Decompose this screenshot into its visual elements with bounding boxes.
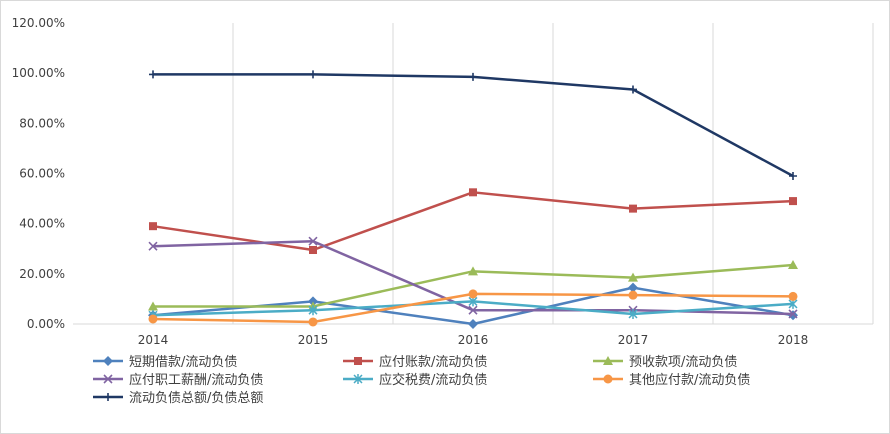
legend-marker [353,374,363,384]
legend-label: 应付账款/流动负债 [379,354,487,370]
data-point [628,272,638,282]
legend-marker [603,374,613,384]
legend-marker [603,356,613,365]
data-point [309,70,317,79]
data-point [148,314,158,324]
y-tick-label: 100.00% [12,66,65,80]
legend-label: 流动负债总额/负债总额 [129,391,263,406]
data-point [468,289,478,299]
data-point [148,241,158,251]
series-line [153,73,794,178]
data-point [468,266,478,276]
y-tick-label: 0.00% [27,317,65,331]
series-group [148,70,798,329]
legend-label: 预收款项/流动负债 [629,355,737,370]
legend-marker [104,393,112,401]
data-point [148,301,158,311]
x-tick-label: 2016 [458,333,489,347]
data-point [308,305,318,316]
data-point [469,188,477,197]
data-point [309,246,317,255]
legend-entry: 预收款项/流动负债 [593,355,737,370]
data-point [468,319,478,329]
legend-label: 应付职工薪酬/流动负债 [129,372,263,388]
legend-entry: 其他应付款/流动负债 [593,372,750,388]
data-point [468,305,478,315]
data-point [628,290,638,300]
legend-marker [103,356,113,366]
data-point [628,282,638,293]
x-tick-label: 2014 [138,333,169,347]
data-point [308,317,318,327]
legend-label: 短期借款/流动负债 [129,355,237,370]
data-point [629,204,637,213]
series-6 [148,289,798,327]
data-point [308,296,318,307]
legend-label: 其他应付款/流动负债 [629,372,750,388]
legend-entry: 短期借款/流动负债 [93,355,237,370]
data-point [788,310,798,321]
data-point [788,291,798,301]
x-tick-label: 2018 [778,333,809,347]
data-point [788,309,798,319]
data-point [789,172,797,181]
y-tick-label: 60.00% [19,167,65,181]
series-line [152,191,794,252]
legend-entry: 应付账款/流动负债 [343,354,487,370]
data-point [469,72,477,81]
y-tick-label: 120.00% [12,16,65,30]
y-tick-label: 40.00% [19,217,65,231]
legend-marker [354,357,362,365]
data-point [308,236,318,246]
legend-label: 应交税费/流动负债 [379,372,487,388]
data-point [788,260,798,270]
axes: 0.00% 20.00% 40.00% 60.00% 80.00% 100.00% 120.… [12,16,873,347]
legend-entry: 应交税费/流动负债 [343,372,487,388]
legend-marker [103,374,113,384]
data-point [149,222,157,231]
legend-entry: 流动负债总额/负债总额 [93,391,263,406]
data-point [149,70,157,79]
series-7 [149,70,797,181]
data-point [629,85,637,94]
y-tick-label: 80.00% [19,116,65,130]
legend-entry: 应付职工薪酬/流动负债 [93,372,263,388]
x-tick-label: 2017 [618,333,649,347]
data-point [628,308,638,319]
x-tick-label: 2015 [298,333,329,347]
y-tick-label: 20.00% [19,267,65,281]
grid [232,23,874,324]
data-point [789,197,797,206]
